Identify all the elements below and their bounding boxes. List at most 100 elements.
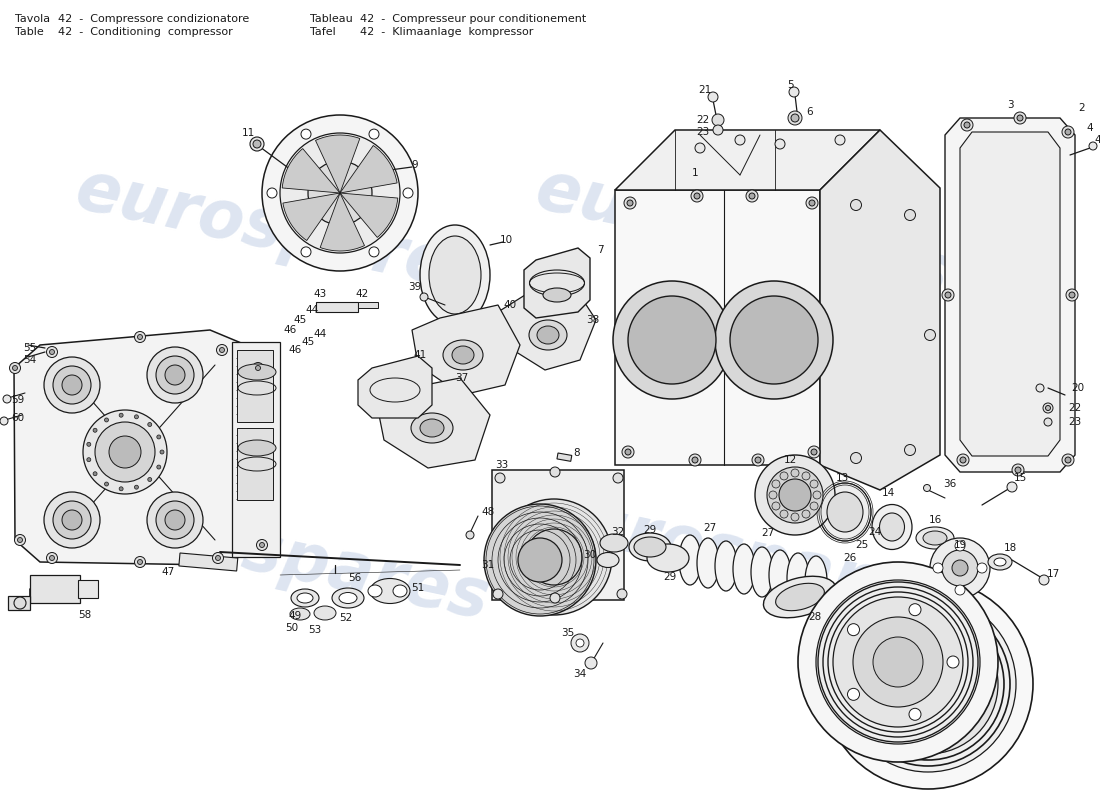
Text: 23: 23 xyxy=(1068,417,1081,427)
Text: 54: 54 xyxy=(23,355,36,365)
Circle shape xyxy=(810,480,818,488)
Circle shape xyxy=(779,479,811,511)
Text: 9: 9 xyxy=(411,160,418,170)
Circle shape xyxy=(1015,467,1021,473)
Text: 42  -  Conditioning  compressor: 42 - Conditioning compressor xyxy=(58,27,233,37)
Circle shape xyxy=(955,585,965,595)
Circle shape xyxy=(945,292,952,298)
Bar xyxy=(236,350,273,422)
Text: 49: 49 xyxy=(288,611,301,621)
Circle shape xyxy=(1066,289,1078,301)
Ellipse shape xyxy=(776,583,824,610)
Text: Table: Table xyxy=(15,27,44,37)
Circle shape xyxy=(806,197,818,209)
Text: 23: 23 xyxy=(696,127,710,137)
Text: 39: 39 xyxy=(408,282,421,292)
Circle shape xyxy=(87,442,91,446)
Text: 51: 51 xyxy=(411,583,425,593)
Bar xyxy=(8,596,30,610)
Ellipse shape xyxy=(420,225,490,325)
Circle shape xyxy=(46,346,57,358)
Ellipse shape xyxy=(339,593,358,603)
Circle shape xyxy=(933,563,943,573)
Text: 42  -  Compressore condizionatore: 42 - Compressore condizionatore xyxy=(58,14,250,24)
Text: 31: 31 xyxy=(482,560,495,570)
Circle shape xyxy=(850,453,861,463)
Ellipse shape xyxy=(543,288,571,302)
Text: 18: 18 xyxy=(1003,543,1016,553)
Wedge shape xyxy=(283,193,340,241)
Text: 17: 17 xyxy=(1046,569,1059,579)
Circle shape xyxy=(735,135,745,145)
Text: 40: 40 xyxy=(504,300,517,310)
Ellipse shape xyxy=(368,585,382,597)
Circle shape xyxy=(420,293,428,301)
Circle shape xyxy=(955,541,965,551)
Circle shape xyxy=(253,362,264,374)
Circle shape xyxy=(571,634,588,652)
Circle shape xyxy=(789,87,799,97)
Circle shape xyxy=(960,457,966,463)
Circle shape xyxy=(1043,403,1053,413)
Circle shape xyxy=(87,458,91,462)
Ellipse shape xyxy=(994,558,1006,566)
Circle shape xyxy=(769,491,777,499)
Text: 15: 15 xyxy=(1013,473,1026,483)
Circle shape xyxy=(708,92,718,102)
Circle shape xyxy=(780,510,788,518)
Text: 45: 45 xyxy=(301,337,315,347)
Circle shape xyxy=(267,188,277,198)
Text: 60: 60 xyxy=(11,413,24,423)
Circle shape xyxy=(3,395,11,403)
Text: 10: 10 xyxy=(499,235,513,245)
Circle shape xyxy=(798,562,998,762)
Text: 42  -  Compresseur pour conditionement: 42 - Compresseur pour conditionement xyxy=(360,14,586,24)
Circle shape xyxy=(119,486,123,490)
Polygon shape xyxy=(14,330,275,565)
Text: 37: 37 xyxy=(455,373,469,383)
Wedge shape xyxy=(316,135,360,193)
Text: 20: 20 xyxy=(1071,383,1085,393)
Text: 28: 28 xyxy=(808,612,822,622)
Circle shape xyxy=(526,529,582,585)
Circle shape xyxy=(752,454,764,466)
Text: 4: 4 xyxy=(1087,123,1093,133)
Circle shape xyxy=(260,542,264,547)
Circle shape xyxy=(1006,482,1018,492)
Ellipse shape xyxy=(786,553,808,603)
Polygon shape xyxy=(412,305,520,395)
Text: 44: 44 xyxy=(306,305,319,315)
Ellipse shape xyxy=(420,419,444,437)
Circle shape xyxy=(82,410,167,494)
Circle shape xyxy=(255,366,261,370)
Circle shape xyxy=(713,125,723,135)
Circle shape xyxy=(772,502,780,510)
Circle shape xyxy=(12,366,18,370)
Polygon shape xyxy=(498,280,596,370)
Circle shape xyxy=(518,538,562,582)
Text: 46: 46 xyxy=(284,325,297,335)
Text: 44: 44 xyxy=(314,329,327,339)
Circle shape xyxy=(134,415,139,419)
Circle shape xyxy=(695,143,705,153)
Ellipse shape xyxy=(238,440,276,456)
Circle shape xyxy=(403,188,412,198)
Circle shape xyxy=(808,446,820,458)
Ellipse shape xyxy=(733,544,755,594)
Text: 36: 36 xyxy=(944,479,957,489)
Circle shape xyxy=(104,418,109,422)
Text: 1: 1 xyxy=(692,168,698,178)
Polygon shape xyxy=(820,130,940,490)
Circle shape xyxy=(156,501,194,539)
Circle shape xyxy=(212,553,223,563)
Circle shape xyxy=(138,559,143,565)
Polygon shape xyxy=(945,118,1075,472)
Circle shape xyxy=(816,580,980,744)
Circle shape xyxy=(873,637,923,687)
Circle shape xyxy=(924,330,935,341)
Circle shape xyxy=(94,428,97,432)
Ellipse shape xyxy=(370,578,410,603)
Ellipse shape xyxy=(393,585,407,597)
Circle shape xyxy=(1065,129,1071,135)
Circle shape xyxy=(10,362,21,374)
